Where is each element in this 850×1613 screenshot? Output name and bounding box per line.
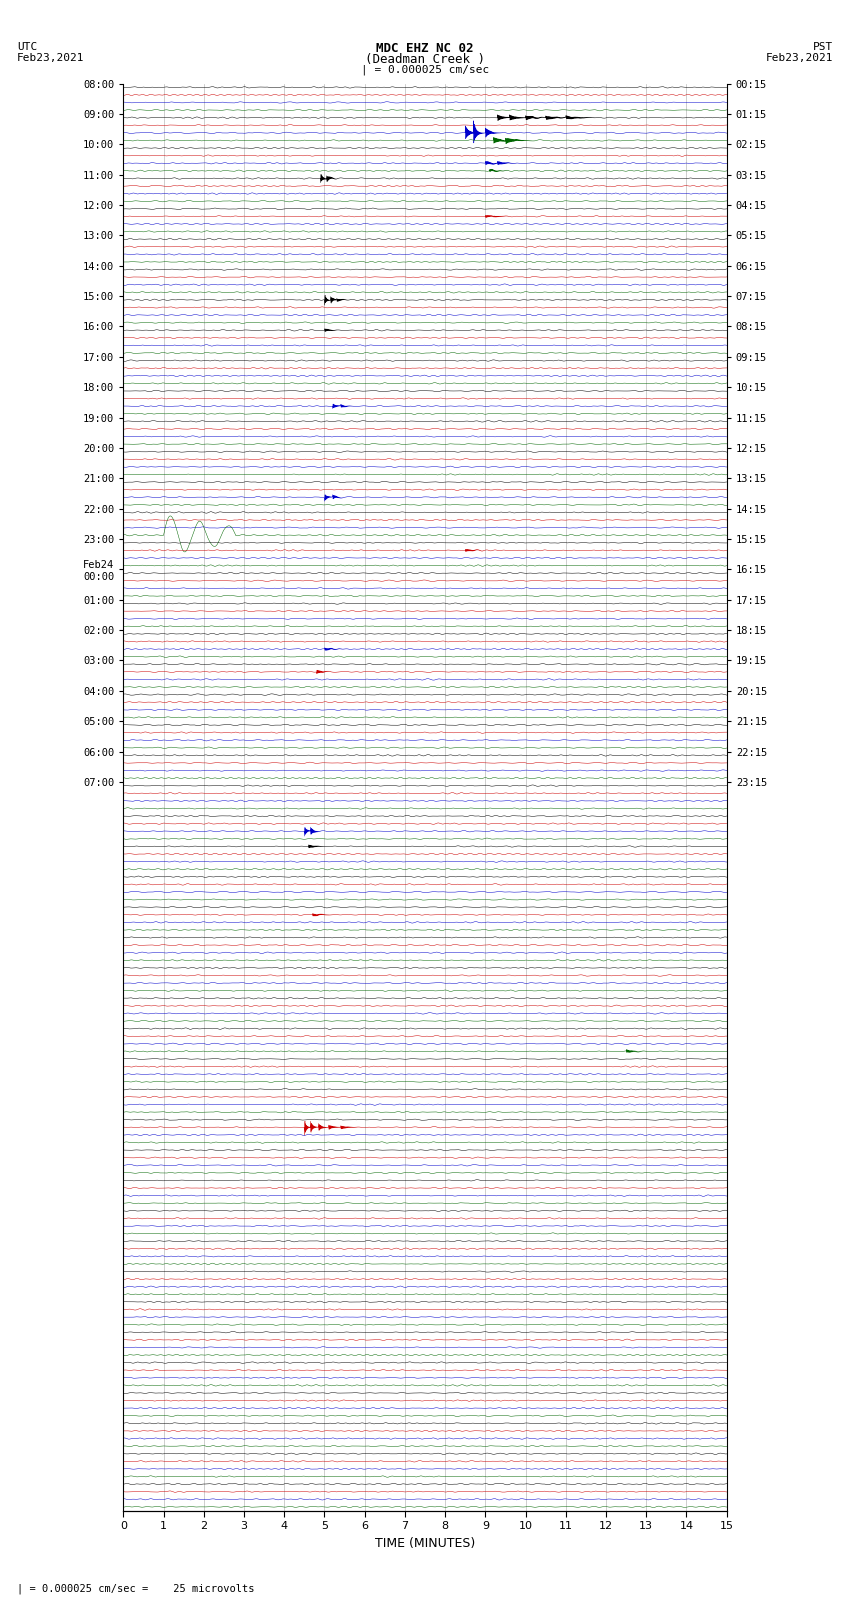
Text: MDC EHZ NC 02: MDC EHZ NC 02	[377, 42, 473, 55]
X-axis label: TIME (MINUTES): TIME (MINUTES)	[375, 1537, 475, 1550]
Text: Feb23,2021: Feb23,2021	[17, 53, 84, 63]
Text: | = 0.000025 cm/sec: | = 0.000025 cm/sec	[361, 65, 489, 76]
Text: UTC: UTC	[17, 42, 37, 52]
Text: (Deadman Creek ): (Deadman Creek )	[365, 53, 485, 66]
Text: Feb23,2021: Feb23,2021	[766, 53, 833, 63]
Text: | = 0.000025 cm/sec =    25 microvolts: | = 0.000025 cm/sec = 25 microvolts	[17, 1582, 254, 1594]
Text: PST: PST	[813, 42, 833, 52]
